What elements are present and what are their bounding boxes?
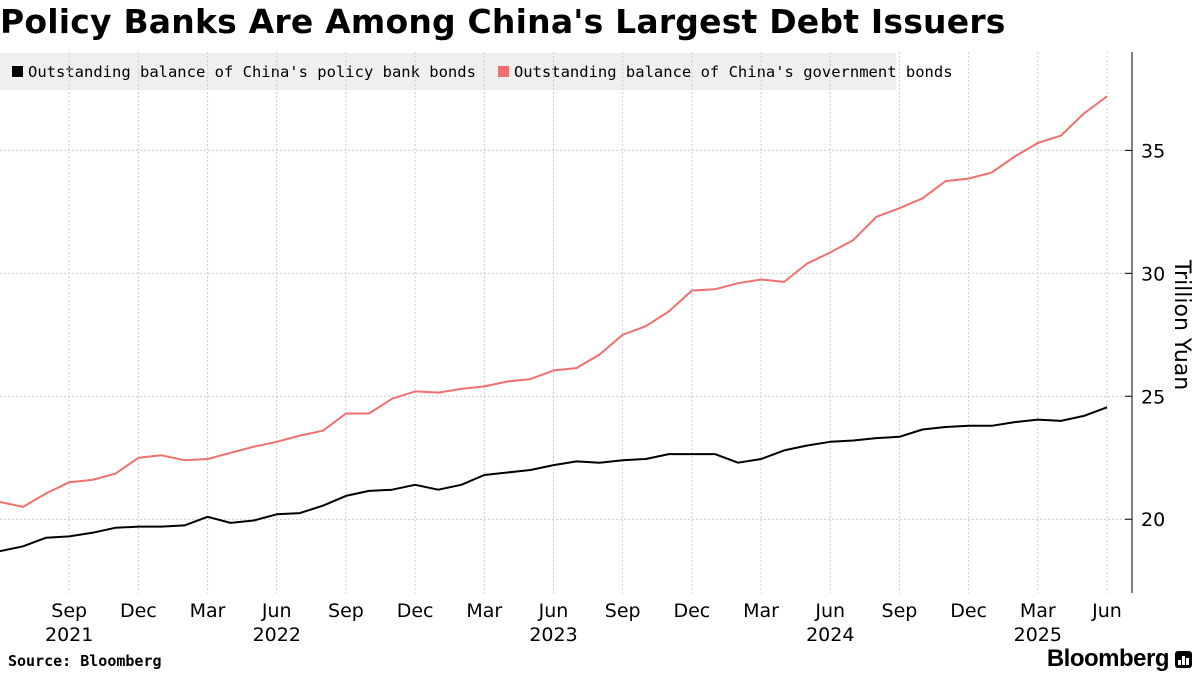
x-tick-label: Mar	[743, 600, 779, 622]
x-tick-year-label: 2025	[1014, 624, 1062, 646]
legend-swatch-policy	[12, 66, 23, 77]
chart-title: Policy Banks Are Among China's Largest D…	[0, 2, 1006, 41]
x-tick-label: Jun	[814, 600, 845, 622]
x-tick-label: Jun	[261, 600, 292, 622]
x-tick-label: Jun	[1091, 600, 1122, 622]
y-axis-label: Trillion Yuan	[1169, 259, 1194, 390]
x-tick-label: Sep	[328, 600, 364, 622]
x-tick-label: Mar	[1020, 600, 1056, 622]
x-tick-year-label: 2023	[529, 624, 577, 646]
x-tick-label: Dec	[950, 600, 987, 622]
y-tick-label: 25	[1141, 386, 1165, 408]
x-tick-label: Sep	[51, 600, 87, 622]
bloomberg-terminal-icon	[1175, 650, 1192, 668]
brand-name: Bloomberg	[1046, 645, 1170, 672]
legend-item-government: Outstanding balance of China's governmen…	[497, 62, 953, 81]
y-tick-label: 30	[1141, 263, 1165, 285]
x-tick-label: Jun	[538, 600, 569, 622]
source-note: Source: Bloomberg	[8, 652, 162, 670]
x-tick-label: Sep	[605, 600, 641, 622]
brand-logo: Bloomberg	[1047, 645, 1192, 673]
chart-legend: Outstanding balance of China's policy ba…	[0, 53, 953, 90]
x-tick-label: Sep	[882, 600, 918, 622]
series-line-policy	[0, 406, 1108, 553]
series-line-government	[0, 95, 1108, 508]
legend-label-government: Outstanding balance of China's governmen…	[513, 62, 953, 81]
y-tick-label: 35	[1141, 140, 1165, 162]
x-tick-year-label: 2024	[806, 624, 854, 646]
y-tick-label: 20	[1141, 509, 1165, 531]
x-tick-label: Mar	[190, 600, 226, 622]
legend-label-policy: Outstanding balance of China's policy ba…	[28, 62, 476, 81]
x-tick-year-label: 2022	[253, 624, 301, 646]
x-tick-label: Dec	[673, 600, 710, 622]
legend-swatch-government	[497, 66, 509, 77]
legend-item-policy: Outstanding balance of China's policy ba…	[12, 63, 476, 81]
x-tick-year-label: 2021	[45, 624, 93, 646]
x-tick-label: Dec	[120, 600, 157, 622]
x-tick-label: Mar	[466, 600, 502, 622]
x-tick-label: Dec	[397, 600, 434, 622]
